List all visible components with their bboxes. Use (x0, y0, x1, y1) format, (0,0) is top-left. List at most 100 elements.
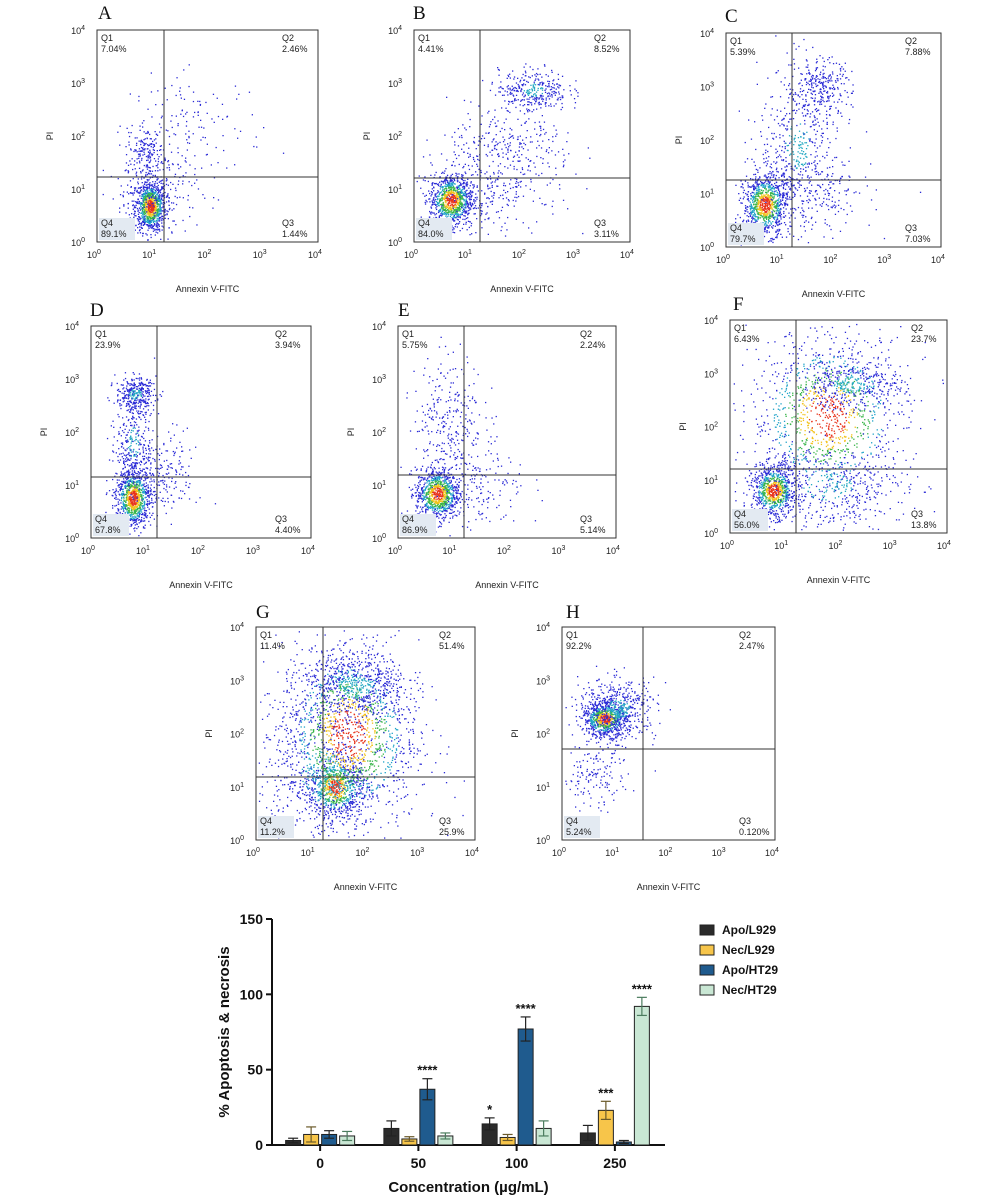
bar-nec-ht29-250 (633, 1005, 650, 1146)
quadrant-value-q1: 6.43% (734, 334, 760, 344)
x-tick-label: 102 (191, 545, 205, 556)
x-axis-title: Annexin V-FITC (807, 575, 871, 585)
quadrant-name-q3: Q3 (580, 514, 592, 524)
legend-swatch (699, 984, 715, 996)
y-tick-label: 102 (372, 427, 386, 438)
y-tick-label: 103 (65, 374, 79, 385)
x-tick-label: 102 (198, 249, 212, 260)
plot-frame (413, 29, 631, 243)
quadrant-value-q2: 3.94% (275, 340, 301, 350)
panel-letter: B (413, 3, 426, 24)
quadrant-value-q3: 7.03% (905, 234, 931, 244)
legend-swatch (699, 944, 715, 956)
y-axis-title: PI (362, 132, 372, 141)
scatter-points (258, 630, 465, 839)
quadrant-name-q2: Q2 (282, 33, 294, 43)
quadrant-name-q3: Q3 (739, 816, 751, 826)
quadrant-value-q3: 0.120% (739, 827, 770, 837)
quadrant-name-q1: Q1 (95, 329, 107, 339)
x-axis-title: Annexin V-FITC (176, 284, 240, 294)
x-tick-label: 100 (720, 540, 734, 551)
x-tick-label: 104 (937, 540, 951, 551)
legend-swatch (699, 924, 715, 936)
x-tick-label: 102 (829, 540, 843, 551)
y-tick-label: 102 (700, 135, 714, 146)
scatter-points (565, 665, 671, 813)
y-axis-label: % Apoptosis & necrosis (216, 946, 233, 1117)
flow-panel-d: DQ123.9%Q23.94%Q34.40%Q467.8%10010010110… (39, 300, 315, 590)
y-tick-label: 101 (700, 189, 714, 200)
x-tick-label: 50 (411, 1155, 427, 1171)
x-tick-label: 101 (774, 540, 788, 551)
x-tick-label: 100 (404, 249, 418, 260)
quadrant-value-q1: 7.04% (101, 44, 127, 54)
quadrant-name-q2: Q2 (911, 323, 923, 333)
x-tick-label: 100 (505, 1155, 529, 1171)
panel-letter: G (256, 602, 270, 623)
y-tick-label: 101 (536, 782, 550, 793)
quadrant-value-q4: 67.8% (95, 525, 121, 535)
y-axis-title: PI (45, 132, 55, 141)
quadrant-name-q4: Q4 (402, 514, 414, 524)
quadrant-value-q1: 23.9% (95, 340, 121, 350)
legend: Apo/L929 Nec/L929 Apo/HT29 Nec/HT29 (699, 923, 778, 997)
panel-letter: A (98, 3, 112, 24)
scatter-points (735, 35, 922, 246)
x-tick-label: 103 (877, 254, 891, 265)
significance-label: *** (598, 1085, 614, 1100)
x-tick-label: 101 (605, 847, 619, 858)
y-axis-title: PI (510, 729, 520, 738)
flow-cytometry-panels: AQ17.04%Q22.46%Q31.44%Q489.1%10010010110… (39, 3, 951, 892)
x-tick-label: 100 (81, 545, 95, 556)
quadrant-name-q4: Q4 (260, 816, 272, 826)
q4-label-bg (564, 816, 600, 838)
y-tick-label: 104 (704, 315, 718, 326)
y-axis-title: PI (678, 422, 688, 431)
x-tick-label: 103 (552, 545, 566, 556)
y-tick-label: 101 (704, 475, 718, 486)
y-tick-label: 100 (704, 528, 718, 539)
y-axis-title: PI (204, 729, 214, 738)
x-tick-label: 104 (301, 545, 315, 556)
quadrant-name-q4: Q4 (734, 509, 746, 519)
flow-panel-f: FQ16.43%Q223.7%Q313.8%Q456.0%10010010110… (678, 294, 951, 585)
significance-label: **** (417, 1063, 438, 1078)
quadrant-value-q2: 7.88% (905, 47, 931, 57)
y-tick-label: 100 (240, 986, 264, 1002)
y-tick-label: 100 (700, 242, 714, 253)
y-tick-label: 102 (65, 427, 79, 438)
legend-label: Apo/HT29 (722, 963, 778, 977)
y-tick-label: 100 (230, 835, 244, 846)
quadrant-value-q3: 1.44% (282, 229, 308, 239)
x-tick-label: 101 (443, 545, 457, 556)
quadrant-value-q1: 5.39% (730, 47, 756, 57)
x-tick-label: 103 (246, 545, 260, 556)
scatter-points (733, 323, 944, 531)
scatter-points (102, 64, 285, 241)
significance-label: * (487, 1102, 493, 1117)
x-axis-title: Annexin V-FITC (169, 580, 233, 590)
quadrant-name-q3: Q3 (905, 223, 917, 233)
quadrant-name-q2: Q2 (739, 630, 751, 640)
x-axis-title: Annexin V-FITC (475, 580, 539, 590)
plot-frame (561, 626, 776, 841)
y-tick-label: 102 (536, 729, 550, 740)
quadrant-value-q3: 3.11% (594, 229, 619, 239)
quadrant-name-q2: Q2 (439, 630, 451, 640)
quadrant-name-q1: Q1 (418, 33, 430, 43)
y-tick-label: 102 (71, 131, 85, 142)
quadrant-name-q4: Q4 (101, 218, 113, 228)
panel-letter: F (733, 294, 744, 315)
q4-label-bg (416, 218, 452, 240)
q4-label-bg (728, 223, 764, 245)
x-tick-label: 104 (620, 249, 634, 260)
y-tick-label: 104 (536, 622, 550, 633)
flow-panel-c: CQ15.39%Q27.88%Q37.03%Q479.7%10010010110… (674, 6, 945, 299)
bar-apo-ht29-100 (517, 1028, 534, 1146)
quadrant-value-q1: 4.41% (418, 44, 444, 54)
panel-letter: C (725, 6, 738, 27)
x-axis-title: Annexin V-FITC (802, 289, 866, 299)
x-tick-label: 101 (142, 249, 156, 260)
y-tick-label: 101 (230, 782, 244, 793)
quadrant-value-q3: 5.14% (580, 525, 606, 535)
